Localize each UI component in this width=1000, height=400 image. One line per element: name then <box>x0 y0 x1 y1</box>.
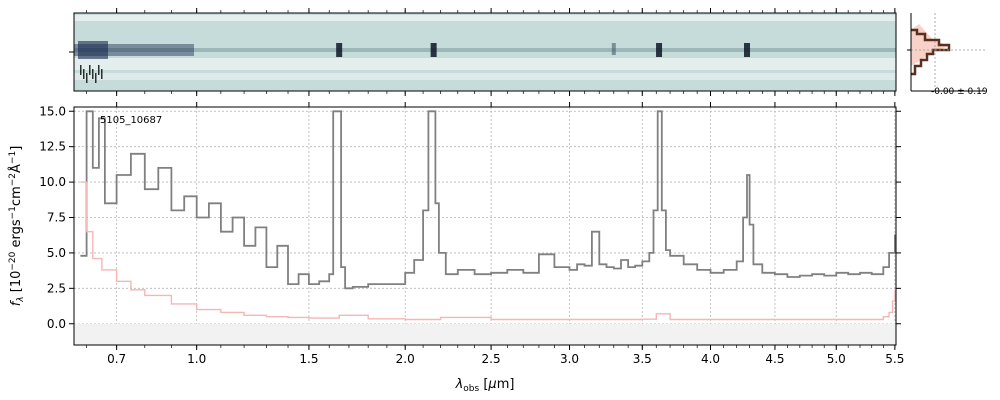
y-tick-label: 12.5 <box>39 140 66 154</box>
spectrum-1d-panel: 0.7 1.0 1.5 2.0 2.5 3.0 3.5 4.0 4.5 5.0 5.5 0.0 2.5… <box>39 102 904 366</box>
x-tick-label: 1.0 <box>187 352 206 366</box>
x-tick-label: 5.5 <box>885 352 904 366</box>
emission-line-2d <box>336 43 343 57</box>
series-layer <box>80 110 896 321</box>
spectrum-2d-band <box>74 58 896 70</box>
y-tick-label: 5.0 <box>47 246 66 260</box>
flux-series <box>80 110 896 290</box>
spectrum-2d-ticks <box>69 8 896 96</box>
y-tick-label: 2.5 <box>47 281 66 295</box>
inset-label: -0.00 ± 0.19 <box>931 87 988 97</box>
spectrum-2d-band <box>74 73 896 80</box>
x-axis: 0.7 1.0 1.5 2.0 2.5 3.0 3.5 4.0 4.5 5.0 5.5 <box>86 102 904 366</box>
x-tick-label: 3.0 <box>560 352 579 366</box>
error-series <box>80 181 896 321</box>
spectrum-2d-image <box>74 15 896 83</box>
emission-line-2d <box>744 43 751 57</box>
x-tick-label: 4.0 <box>701 352 720 366</box>
y-axis-label: fλ [10−20 ergs−1cm−2Å−1] <box>8 146 26 307</box>
emission-line-2d <box>656 43 663 57</box>
spectrum-2d-noise <box>92 69 94 79</box>
x-tick-label: 0.7 <box>107 352 126 366</box>
y-axis: 0.0 2.5 5.0 7.5 10.0 12.5 15.0 <box>39 104 901 331</box>
object-label: 5105_10687 <box>100 115 162 126</box>
spectrum-2d-noise <box>95 73 97 83</box>
zero-band-fill <box>74 323 896 345</box>
x-tick-label: 2.0 <box>396 352 415 366</box>
spectrum-2d-band <box>74 15 896 21</box>
plot-frame <box>73 106 897 346</box>
x-tick-label: 1.5 <box>299 352 318 366</box>
spectrum-2d-noise <box>80 65 82 75</box>
y-tick-label: 15.0 <box>39 104 66 118</box>
emission-line-2d <box>430 43 437 57</box>
spectrum-2d-noise <box>101 69 103 79</box>
x-tick-label: 5.0 <box>827 352 846 366</box>
spectrum-2d-noise <box>98 65 100 75</box>
x-tick-label: 3.5 <box>633 352 652 366</box>
spectrum-2d-trace-blue <box>78 41 108 59</box>
spectrum-2d-trace <box>74 48 896 52</box>
x-axis-label: λobs [μm] <box>455 377 515 394</box>
y-tick-label: 7.5 <box>47 211 66 225</box>
line-2d <box>611 43 616 55</box>
spectrum-2d-panel <box>69 8 897 96</box>
spectrum-2d-noise <box>89 65 91 75</box>
x-tick-label: 2.5 <box>482 352 501 366</box>
spectrum-2d-noise <box>86 73 88 83</box>
y-tick-label: 0.0 <box>47 317 66 331</box>
spectrum-2d-noise <box>83 69 85 79</box>
zero-band <box>74 323 896 345</box>
x-tick-label: 4.5 <box>765 352 784 366</box>
y-tick-label: 10.0 <box>39 175 66 189</box>
profile-inset: -0.00 ± 0.19 <box>907 13 988 97</box>
